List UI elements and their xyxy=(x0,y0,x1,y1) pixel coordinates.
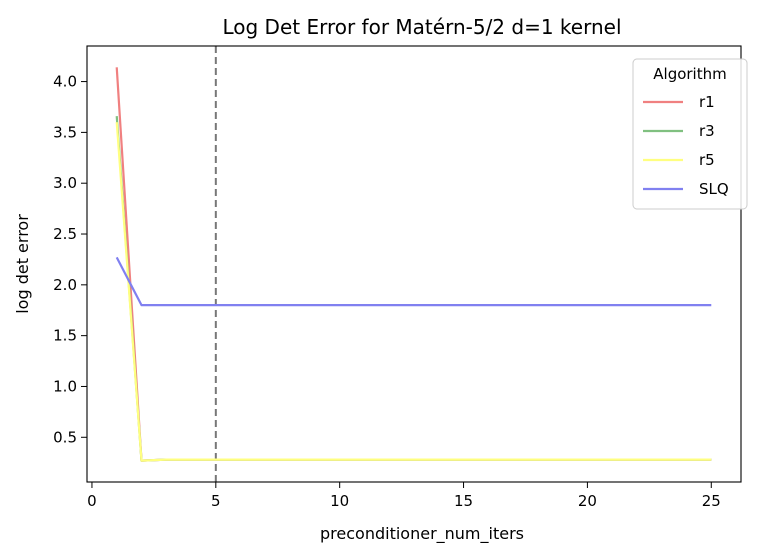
x-tick-label: 0 xyxy=(87,492,97,510)
y-tick-label: 3.5 xyxy=(53,123,77,141)
y-tick-label: 3.0 xyxy=(53,174,77,192)
y-axis-label: log det error xyxy=(13,214,32,314)
legend-label-r5: r5 xyxy=(699,151,715,169)
y-tick-label: 1.0 xyxy=(53,377,77,395)
plot-area: 0 5 10 15 20 25 0.5 1.0 1.5 2.0 2.5 3.0 3.5 4.0 xyxy=(53,45,742,510)
series-line-r3 xyxy=(115,116,712,462)
axes-frame xyxy=(86,45,742,483)
series-line-r1 xyxy=(115,67,712,462)
x-tick-label: 25 xyxy=(702,492,721,510)
series-line-slq xyxy=(115,256,712,307)
y-tick-label: 2.0 xyxy=(53,276,77,294)
x-tick-label: 15 xyxy=(454,492,473,510)
y-tick-label: 4.0 xyxy=(53,73,77,91)
y-tick-label: 0.5 xyxy=(53,428,77,446)
y-tick-label: 1.5 xyxy=(53,327,77,345)
legend-box xyxy=(632,58,748,210)
series-line-r5 xyxy=(115,122,712,462)
x-tick-label: 10 xyxy=(330,492,349,510)
chart-title: Log Det Error for Matérn-5/2 d=1 kernel xyxy=(222,15,621,39)
legend-label-r3: r3 xyxy=(699,122,715,140)
legend: Algorithm r1 r3 r5 SLQ xyxy=(632,58,748,210)
x-tick-label: 5 xyxy=(211,492,221,510)
legend-title: Algorithm xyxy=(653,65,726,83)
legend-label-r1: r1 xyxy=(699,93,715,111)
y-tick-label: 2.5 xyxy=(53,225,77,243)
x-axis-label: preconditioner_num_iters xyxy=(320,524,524,544)
x-tick-label: 20 xyxy=(578,492,597,510)
legend-label-slq: SLQ xyxy=(699,180,729,198)
